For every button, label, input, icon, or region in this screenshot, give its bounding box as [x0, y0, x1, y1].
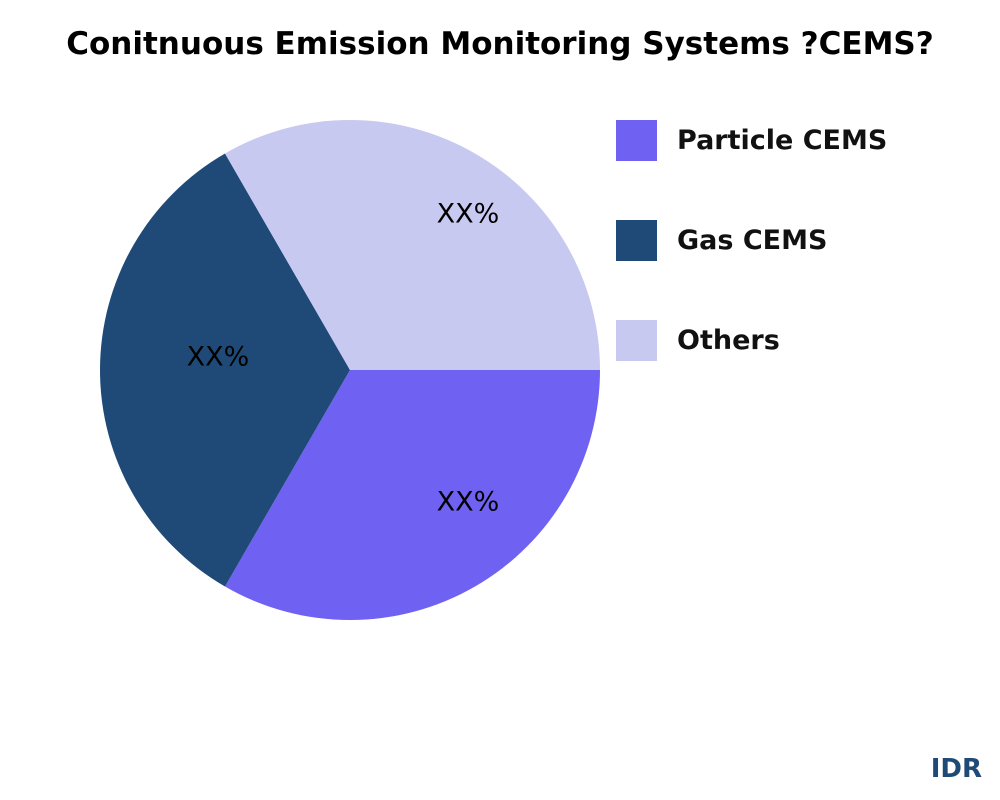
legend-swatch [616, 319, 657, 361]
pie-slice-particle-cems [225, 370, 600, 620]
legend-item-others: Others [616, 319, 887, 361]
legend-swatch [616, 219, 657, 261]
legend-label: Gas CEMS [677, 224, 828, 256]
legend-swatch [616, 119, 657, 161]
chart-title: Conitnuous Emission Monitoring Systems ?… [66, 26, 934, 62]
pie-data-label: XX% [187, 342, 250, 373]
legend: Particle CEMS Gas CEMS Others [616, 119, 888, 420]
pie-data-label: XX% [437, 487, 500, 518]
pie-slice-others [225, 119, 600, 370]
legend-label: Others [677, 324, 780, 356]
legend-item-gas-cems: Gas CEMS [616, 219, 887, 261]
legend-item-particle-cems: Particle CEMS [616, 119, 888, 161]
pie-data-label: XX% [437, 199, 500, 230]
legend-label: Particle CEMS [677, 124, 888, 156]
idr-logo: IDR [930, 754, 982, 784]
